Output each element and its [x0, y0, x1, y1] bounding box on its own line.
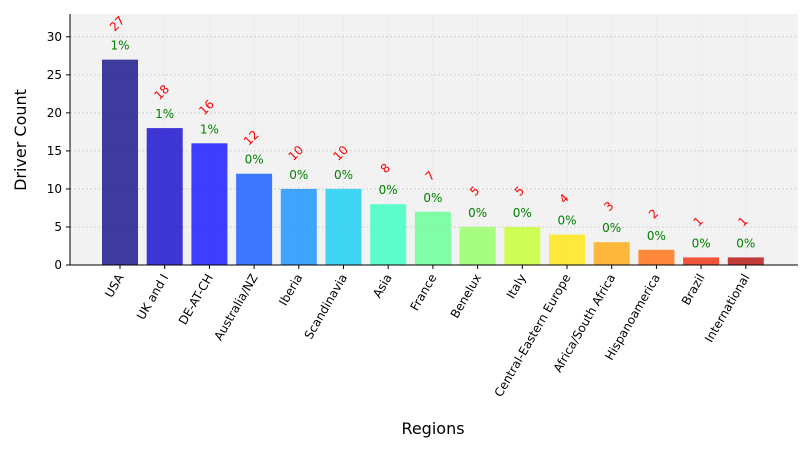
bar [593, 242, 630, 265]
y-tick-label: 15 [47, 144, 62, 158]
bar [414, 211, 451, 265]
bar [504, 226, 541, 265]
y-axis: 0 5 10 15 20 25 30 [47, 14, 71, 272]
percent-label: 1% [155, 107, 174, 121]
x-tick-label: USA [102, 271, 127, 300]
x-tick-label: Benelux [448, 271, 484, 320]
x-tick-label: Asia [370, 272, 395, 301]
bar [191, 143, 228, 265]
bar [325, 188, 362, 265]
x-tick-label: DE-AT-CH [176, 272, 216, 328]
bar [370, 204, 407, 265]
bar [549, 234, 585, 265]
y-tick-label: 0 [54, 258, 62, 272]
bar [236, 173, 273, 265]
percent-label: 0% [245, 153, 264, 167]
percent-label: 0% [647, 229, 666, 243]
x-tick-label: Brazil [679, 272, 708, 308]
percent-label: 0% [736, 236, 755, 250]
percent-label: 0% [557, 214, 576, 228]
percent-label: 0% [334, 168, 353, 182]
bar [459, 226, 496, 265]
bar [683, 257, 720, 265]
y-tick-label: 10 [47, 182, 62, 196]
bars [102, 59, 764, 265]
y-tick-label: 20 [47, 106, 62, 120]
x-tick-label: Australia/NZ [211, 272, 260, 343]
percent-label: 1% [110, 39, 129, 53]
percent-label: 0% [602, 221, 621, 235]
x-tick-label: Scandinavia [302, 272, 351, 342]
bar [280, 188, 317, 265]
percent-label: 0% [513, 206, 532, 220]
percent-label: 0% [692, 236, 711, 250]
percent-label: 0% [468, 206, 487, 220]
y-axis-title: Driver Count [11, 89, 30, 191]
y-tick-label: 30 [47, 30, 62, 44]
y-tick-label: 5 [54, 220, 62, 234]
x-tick-label: International [702, 272, 752, 345]
y-tick-label: 25 [47, 68, 62, 82]
x-tick-label: UK and I [134, 272, 171, 323]
x-axis-title: Regions [401, 419, 464, 438]
bar [102, 59, 138, 265]
percent-label: 0% [423, 191, 442, 205]
percent-label: 0% [379, 183, 398, 197]
percent-label: 0% [289, 168, 308, 182]
x-tick-label: Central-Eastern Europe [492, 272, 574, 400]
x-tick-label: France [407, 272, 439, 314]
x-tick-label: Iberia [276, 272, 305, 309]
bar [146, 128, 183, 265]
x-tick-label: Italy [504, 272, 529, 302]
percent-label: 1% [200, 122, 219, 136]
bar [638, 249, 675, 265]
bar [727, 257, 764, 265]
